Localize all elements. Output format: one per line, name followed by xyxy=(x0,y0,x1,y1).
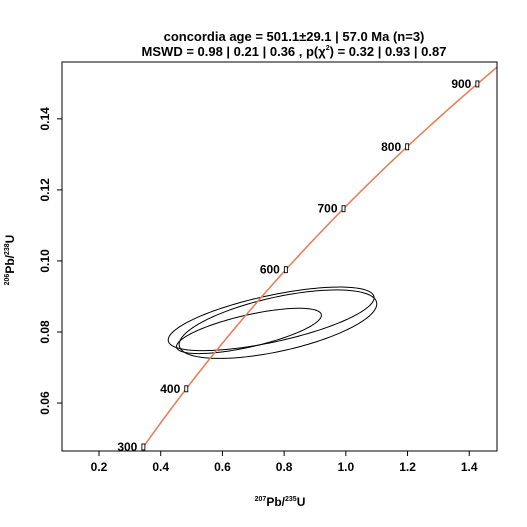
age-label-800: 800 xyxy=(381,140,401,154)
age-marker-700 xyxy=(341,205,346,213)
x-tick-label: 0.8 xyxy=(276,460,293,474)
y-tick-label: 0.14 xyxy=(38,107,52,131)
age-label-700: 700 xyxy=(317,202,337,216)
error-ellipse-2 xyxy=(176,307,322,355)
age-label-400: 400 xyxy=(160,382,180,396)
y-tick-label: 0.10 xyxy=(38,249,52,273)
chart-title-line-2: MSWD = 0.98 | 0.21 | 0.36 , p(χ2) = 0.32… xyxy=(142,44,447,59)
title-line-2-start: MSWD = 0.98 | 0.21 | 0.36 , p( xyxy=(142,44,319,59)
concordia-age-markers: 300 400 600 700 800 900 xyxy=(117,77,480,454)
y-axis: 0.06 0.08 0.10 0.12 0.14 xyxy=(38,107,62,415)
age-marker-600 xyxy=(283,266,288,274)
age-marker-800 xyxy=(405,143,410,151)
x-tick-label: 1.2 xyxy=(399,460,416,474)
x-tick-label: 0.4 xyxy=(152,460,169,474)
x-axis: 0.2 0.4 0.6 0.8 1.0 1.2 1.4 xyxy=(91,451,478,474)
age-marker-400 xyxy=(184,385,189,393)
x-label-sup-2: 235 xyxy=(285,496,297,503)
age-label-900: 900 xyxy=(451,77,471,91)
concordia-curve-group xyxy=(142,66,497,448)
x-label-base-1: Pb/ xyxy=(266,495,285,509)
y-label-sup-2: 238 xyxy=(4,243,11,255)
chart-title-line-1: concordia age = 501.1±29.1 | 57.0 Ma (n=… xyxy=(164,29,425,44)
y-tick-label: 0.08 xyxy=(38,320,52,344)
y-axis-label: 206Pb/238U xyxy=(3,235,17,286)
y-tick-label: 0.12 xyxy=(38,178,52,202)
title-chi-exponent: 2 xyxy=(326,45,330,52)
x-axis-label: 207Pb/235U xyxy=(255,495,306,509)
concordia-curve xyxy=(142,66,497,448)
x-tick-label: 0.6 xyxy=(214,460,231,474)
x-label-sup-1: 207 xyxy=(255,496,267,503)
age-label-600: 600 xyxy=(260,263,280,277)
title-chi: χ xyxy=(318,44,326,59)
x-label-base-2: U xyxy=(297,495,306,509)
y-tick-label: 0.06 xyxy=(38,391,52,415)
y-label-base-2: U xyxy=(3,235,17,244)
age-marker-300 xyxy=(141,443,146,451)
age-marker-900 xyxy=(475,80,480,88)
y-label-sup-1: 206 xyxy=(4,274,11,286)
error-ellipse-3 xyxy=(178,289,378,359)
title-line-2-end: ) = 0.32 | 0.93 | 0.87 xyxy=(330,44,447,59)
plot-frame xyxy=(61,61,498,452)
x-tick-label: 1.4 xyxy=(461,460,478,474)
error-ellipse-1 xyxy=(167,286,375,352)
x-tick-label: 0.2 xyxy=(91,460,108,474)
y-label-base-1: Pb/ xyxy=(3,254,17,273)
x-tick-label: 1.0 xyxy=(337,460,354,474)
error-ellipses xyxy=(167,286,378,359)
age-label-300: 300 xyxy=(117,440,137,454)
plot-area: 300 400 600 700 800 900 xyxy=(61,61,498,454)
